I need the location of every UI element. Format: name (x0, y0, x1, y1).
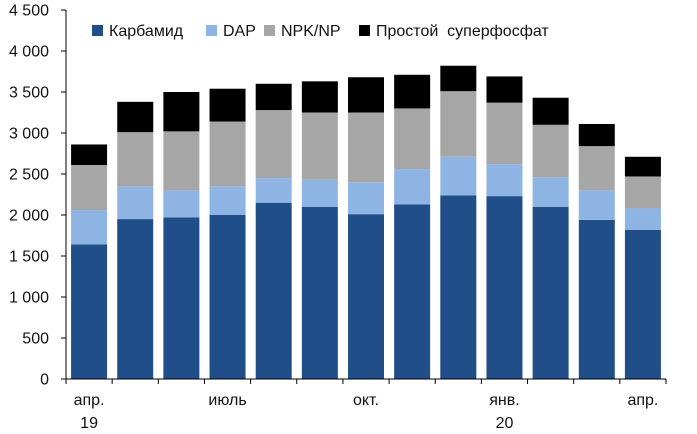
bar-segment-s2-c11 (578, 146, 615, 191)
y-tick-label: 500 (22, 331, 49, 348)
bar-segment-s2-c0 (71, 164, 108, 211)
bar-segment-s1-c7 (394, 169, 431, 205)
x-tick-label: окт. (353, 392, 379, 409)
bar-segment-s1-c9 (486, 164, 523, 197)
bar-segment-s3-c0 (71, 144, 108, 165)
bar-segment-s0-c3 (209, 215, 246, 379)
y-tick-label: 2 500 (9, 167, 49, 184)
bar-segment-s1-c12 (624, 208, 661, 230)
y-tick-label: 1 500 (9, 249, 49, 266)
x-tick-label-year: 20 (496, 415, 514, 432)
bar-segment-s3-c11 (578, 123, 615, 147)
x-tick-label: апр. (74, 392, 105, 409)
bar-segment-s1-c5 (301, 179, 338, 207)
legend: Карбамид DAP NPK/NP Простой суперфосфат (92, 23, 549, 40)
bar-segment-s0-c12 (624, 229, 661, 379)
bar-segment-s3-c1 (117, 101, 154, 133)
bars-area (71, 65, 661, 379)
y-tick-label: 3 000 (9, 126, 49, 143)
legend-label-1: DAP (223, 23, 256, 40)
bar-segment-s2-c6 (348, 112, 384, 183)
bar-segment-s0-c9 (486, 196, 523, 379)
bar-segment-s3-c12 (624, 156, 661, 177)
bar-segment-s0-c2 (163, 217, 200, 379)
bar-segment-s3-c5 (301, 81, 338, 113)
x-tick-label-year: 19 (80, 415, 98, 432)
axes: 0 500 1 000 1 500 2 000 2 500 3 000 3 500 4 000 4… (9, 3, 667, 432)
bar-segment-s0-c5 (301, 206, 338, 379)
bar-segment-s1-c11 (578, 190, 615, 220)
x-tick-label: июль (208, 392, 246, 409)
legend-swatch-1 (206, 25, 217, 36)
bar-segment-s1-c0 (71, 210, 108, 245)
bar-segment-s3-c6 (348, 77, 384, 113)
legend-label-3: Простой суперфосфат (376, 23, 549, 40)
bar-segment-s0-c1 (117, 219, 154, 379)
bar-segment-s3-c2 (163, 92, 200, 132)
y-tick-label: 4 000 (9, 44, 49, 61)
legend-label-0: Карбамид (109, 23, 184, 40)
bar-segment-s3-c7 (394, 74, 431, 109)
bar-segment-s2-c2 (163, 131, 200, 191)
bar-segment-s2-c7 (394, 108, 431, 170)
y-tick-label: 3 500 (9, 85, 49, 102)
y-tick-label: 2 000 (9, 208, 49, 225)
bar-segment-s2-c1 (117, 132, 154, 187)
bar-segment-s0-c7 (394, 204, 431, 379)
bar-segment-s0-c8 (440, 195, 477, 379)
bar-segment-s0-c6 (348, 214, 384, 379)
bar-segment-s1-c4 (255, 178, 292, 203)
bar-segment-s3-c4 (255, 83, 292, 111)
bar-segment-s2-c8 (440, 91, 477, 157)
bar-segment-s3-c8 (440, 65, 477, 92)
bar-segment-s2-c5 (301, 112, 338, 180)
x-tick-label: апр. (627, 392, 658, 409)
bar-segment-s2-c12 (624, 176, 661, 209)
bar-segment-s0-c11 (578, 219, 615, 379)
y-tick-label: 0 (40, 372, 49, 389)
bar-segment-s1-c3 (209, 186, 246, 215)
bar-segment-s2-c4 (255, 110, 292, 179)
bar-segment-s0-c4 (255, 202, 292, 379)
legend-swatch-0 (92, 25, 103, 36)
bar-segment-s1-c8 (440, 156, 477, 196)
y-tick-label: 1 000 (9, 290, 49, 307)
legend-label-2: NPK/NP (281, 23, 341, 40)
bar-segment-s2-c9 (486, 102, 523, 165)
legend-swatch-2 (264, 25, 275, 36)
bar-segment-s0-c10 (532, 206, 569, 379)
bar-segment-s1-c10 (532, 177, 569, 207)
bar-segment-s1-c6 (348, 182, 384, 215)
y-tick-label: 4 500 (9, 3, 49, 20)
bar-segment-s3-c9 (486, 76, 523, 103)
x-tick-label: янв. (489, 392, 519, 409)
legend-swatch-3 (359, 25, 370, 36)
bar-segment-s1-c2 (163, 190, 200, 218)
bar-segment-s3-c3 (209, 88, 246, 122)
bar-segment-s1-c1 (117, 186, 154, 220)
bar-segment-s0-c0 (71, 244, 108, 379)
bar-segment-s2-c10 (532, 124, 569, 178)
bar-segment-s3-c10 (532, 97, 569, 125)
bar-segment-s2-c3 (209, 121, 246, 187)
